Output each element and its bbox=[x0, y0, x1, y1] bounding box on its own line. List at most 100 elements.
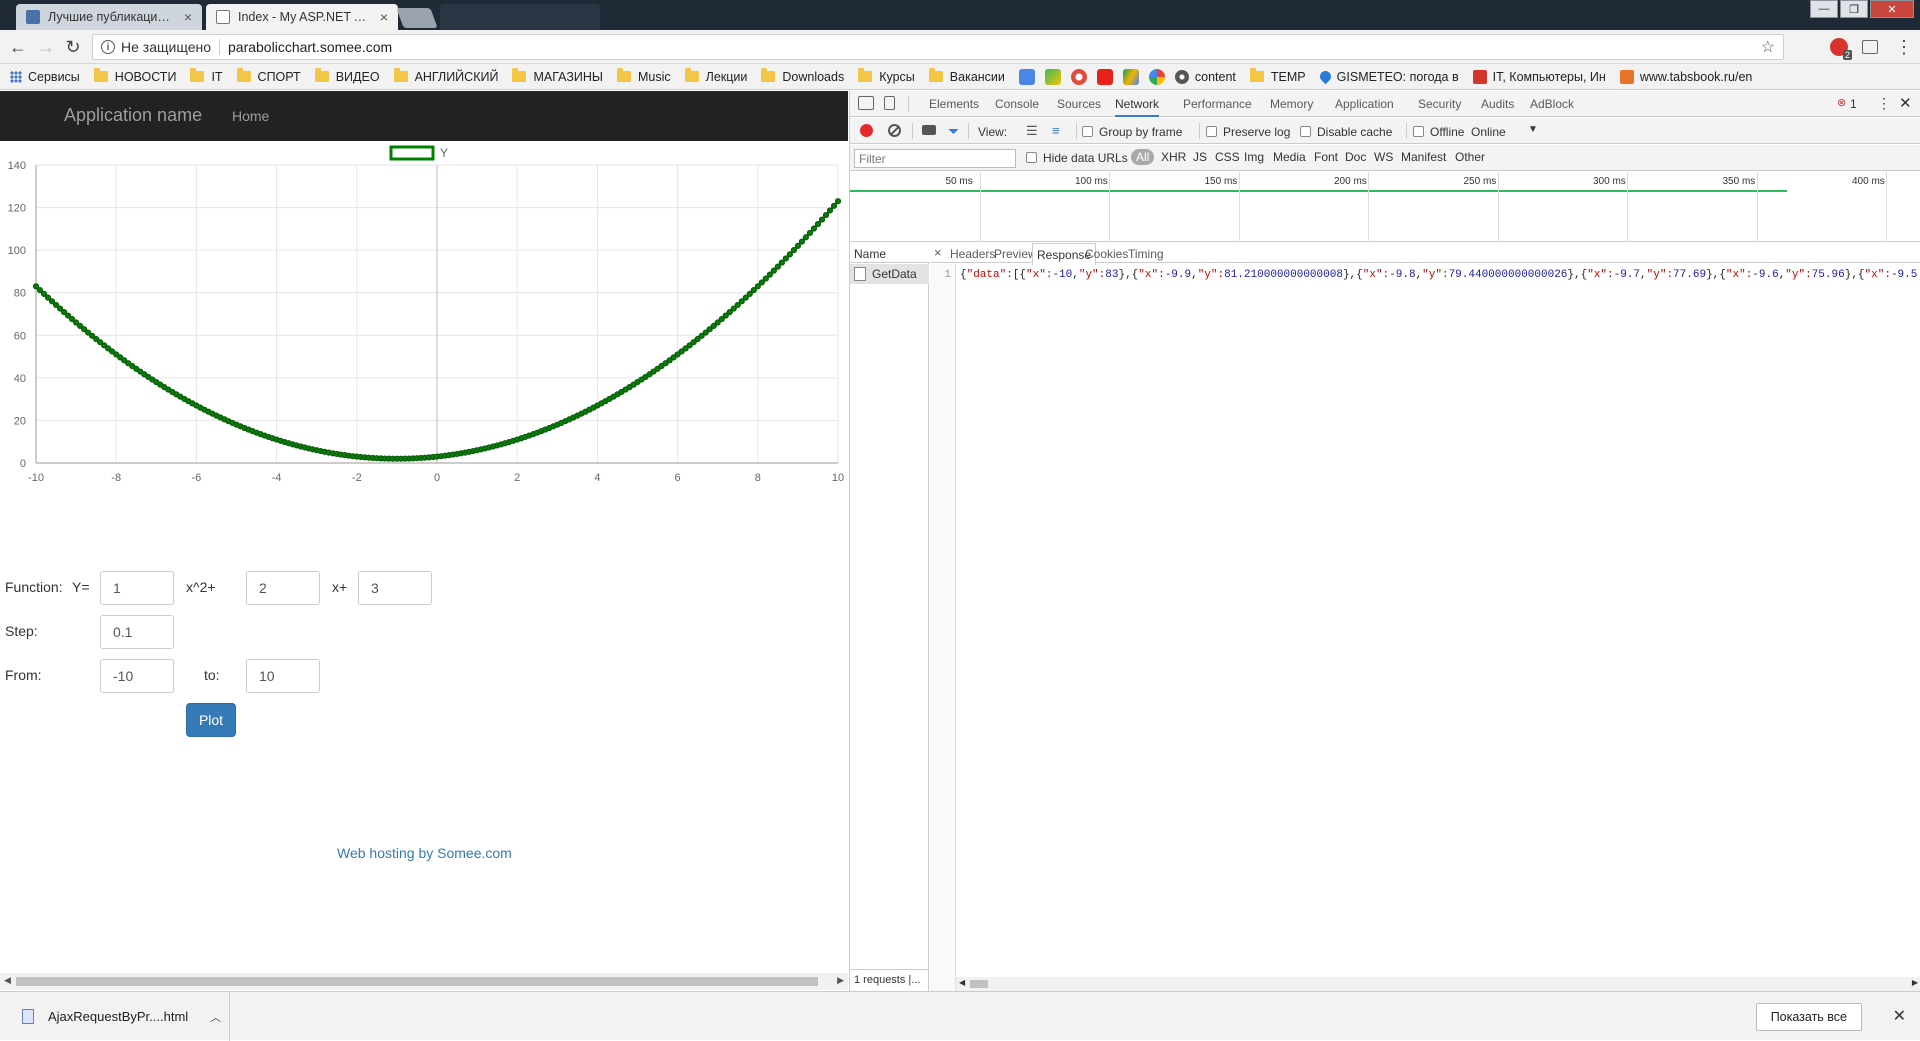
camera-icon[interactable] bbox=[922, 125, 936, 135]
step-input[interactable] bbox=[100, 615, 174, 649]
bookmark-folder-music[interactable]: Music bbox=[616, 68, 671, 84]
restore-icon[interactable]: ❐ bbox=[1840, 0, 1868, 18]
network-timeline-overview[interactable]: 50 ms 100 ms 150 ms 200 ms 250 ms 300 ms 350 m… bbox=[850, 172, 1920, 242]
bookmark-folder-lectures[interactable]: Лекции bbox=[684, 68, 747, 84]
tab-security[interactable]: Security bbox=[1418, 97, 1462, 111]
menu-icon[interactable]: ⋮ bbox=[1895, 36, 1913, 57]
scroll-left-icon[interactable]: ◀ bbox=[959, 978, 966, 987]
from-input[interactable] bbox=[100, 659, 174, 693]
browser-tab-habr[interactable]: Лучшие публикации за × bbox=[16, 4, 202, 30]
bookmark-folder-news[interactable]: НОВОСТИ bbox=[93, 68, 176, 84]
minimize-icon[interactable]: — bbox=[1810, 0, 1838, 18]
to-input[interactable] bbox=[246, 659, 320, 693]
details-close-icon[interactable]: × bbox=[934, 245, 942, 260]
subtab-response[interactable]: Response bbox=[1032, 243, 1097, 265]
filter-type-font[interactable]: Font bbox=[1314, 150, 1339, 164]
youtube-icon[interactable] bbox=[1096, 68, 1113, 85]
filter-type-xhr[interactable]: XHR bbox=[1161, 150, 1187, 164]
tab-console[interactable]: Console bbox=[995, 97, 1040, 111]
chevron-down-icon[interactable]: ▼ bbox=[1528, 124, 1538, 135]
google-icon[interactable] bbox=[1148, 68, 1165, 85]
large-rows-icon[interactable]: ☰ bbox=[1026, 123, 1038, 138]
swirl-icon[interactable] bbox=[1070, 68, 1087, 85]
filter-type-media[interactable]: Media bbox=[1273, 150, 1306, 164]
vector-v-icon[interactable] bbox=[1044, 68, 1061, 85]
subtab-preview[interactable]: Preview bbox=[994, 247, 1037, 261]
devtools-close-icon[interactable]: ✕ bbox=[1899, 95, 1912, 112]
tab-sources[interactable]: Sources bbox=[1057, 97, 1102, 111]
offline-checkbox[interactable]: Offline bbox=[1413, 125, 1464, 139]
bookmark-content[interactable]: content bbox=[1174, 69, 1236, 84]
filter-type-js[interactable]: JS bbox=[1193, 150, 1208, 164]
scrollbar-thumb[interactable] bbox=[970, 980, 988, 988]
throttling-select[interactable]: Online bbox=[1471, 125, 1506, 139]
bookmark-folder-english[interactable]: АНГЛИЙСКИЙ bbox=[393, 68, 498, 84]
reload-icon[interactable]: ↻ bbox=[65, 36, 81, 57]
bookmark-folder-it[interactable]: IT bbox=[190, 68, 223, 84]
translate-icon[interactable] bbox=[1018, 68, 1035, 85]
scroll-right-icon[interactable]: ▶ bbox=[837, 975, 844, 985]
bookmark-folder-vacancies[interactable]: Вакансии bbox=[928, 68, 1005, 84]
tab-adblock[interactable]: AdBlock bbox=[1530, 97, 1575, 111]
tab-elements[interactable]: Elements bbox=[929, 97, 980, 111]
tab-performance[interactable]: Performance bbox=[1183, 97, 1252, 111]
coefficient-a-input[interactable] bbox=[100, 571, 174, 605]
record-icon[interactable] bbox=[860, 124, 873, 137]
filter-type-manifest[interactable]: Manifest bbox=[1401, 150, 1447, 164]
response-body[interactable]: {"data":[{"x":-10,"y":83},{"x":-9.9,"y":… bbox=[960, 269, 1917, 281]
browser-tab-index[interactable]: Index - My ASP.NET App × bbox=[206, 4, 398, 30]
new-tab-button[interactable] bbox=[396, 8, 438, 28]
filter-input[interactable] bbox=[854, 149, 1016, 168]
filter-type-css[interactable]: CSS bbox=[1215, 150, 1240, 164]
tab-memory[interactable]: Memory bbox=[1270, 97, 1314, 111]
tab-audits[interactable]: Audits bbox=[1481, 97, 1515, 111]
close-icon[interactable]: × bbox=[183, 9, 192, 25]
google-drive-icon[interactable] bbox=[1122, 68, 1139, 85]
devtools-menu-icon[interactable]: ⋮ bbox=[1877, 95, 1891, 111]
forward-arrow-icon[interactable]: → bbox=[37, 36, 55, 57]
filter-type-doc[interactable]: Doc bbox=[1345, 150, 1367, 164]
url-text[interactable]: parabolicchart.somee.com bbox=[228, 39, 393, 55]
nav-home-link[interactable]: Home bbox=[232, 108, 270, 124]
address-bar[interactable]: i Не защищено parabolicchart.somee.com ☆ bbox=[92, 34, 1784, 60]
web-hosting-link[interactable]: Web hosting by Somee.com bbox=[337, 845, 512, 861]
disable-cache-checkbox[interactable]: Disable cache bbox=[1300, 125, 1392, 139]
error-icon[interactable]: ⊗ bbox=[1837, 97, 1847, 109]
coefficient-c-input[interactable] bbox=[358, 571, 432, 605]
preserve-log-checkbox[interactable]: Preserve log bbox=[1206, 125, 1290, 139]
chevron-up-icon[interactable]: ︿ bbox=[210, 1011, 222, 1024]
coefficient-b-input[interactable] bbox=[246, 571, 320, 605]
bookmark-services[interactable]: Сервисы bbox=[10, 70, 80, 84]
app-brand-link[interactable]: Application name bbox=[64, 105, 203, 125]
page-horizontal-scrollbar[interactable]: ◀ ▶ bbox=[0, 973, 848, 990]
scroll-right-icon[interactable]: ▶ bbox=[1911, 978, 1918, 987]
device-toolbar-icon[interactable] bbox=[884, 96, 895, 110]
bookmark-folder-downloads[interactable]: Downloads bbox=[761, 68, 844, 84]
subtab-cookies[interactable]: Cookies bbox=[1085, 247, 1129, 261]
tab-network[interactable]: Network bbox=[1115, 97, 1160, 117]
bookmark-folder-temp[interactable]: TEMP bbox=[1249, 68, 1306, 84]
waterfall-icon[interactable]: ≡ bbox=[1052, 123, 1060, 138]
hide-data-urls-checkbox[interactable]: Hide data URLs bbox=[1026, 151, 1128, 165]
back-arrow-icon[interactable]: ← bbox=[9, 36, 27, 57]
bookmark-it-computers[interactable]: IT, Компьютеры, Ин bbox=[1472, 69, 1606, 84]
response-horizontal-scrollbar[interactable]: ◀ ▶ bbox=[956, 977, 1920, 991]
subtab-timing[interactable]: Timing bbox=[1128, 247, 1164, 261]
bookmark-tabsbook[interactable]: www.tabsbook.ru/en bbox=[1619, 69, 1752, 84]
tab-application[interactable]: Application bbox=[1335, 97, 1394, 111]
filter-type-other[interactable]: Other bbox=[1455, 150, 1486, 164]
plot-button[interactable]: Plot bbox=[186, 703, 236, 737]
scroll-left-icon[interactable]: ◀ bbox=[4, 975, 11, 985]
filter-type-img[interactable]: Img bbox=[1244, 150, 1265, 164]
show-all-button[interactable]: Показать все bbox=[1755, 1003, 1862, 1031]
download-item[interactable]: AjaxRequestByPr....html ︿ bbox=[0, 992, 230, 1041]
close-icon[interactable]: × bbox=[379, 9, 388, 25]
bookmark-folder-sport[interactable]: СПОРТ bbox=[236, 68, 301, 84]
filter-type-all[interactable]: All bbox=[1131, 149, 1155, 165]
bookmark-folder-courses[interactable]: Курсы bbox=[858, 68, 915, 84]
clear-icon[interactable] bbox=[888, 124, 901, 137]
name-column-header[interactable]: Name bbox=[850, 243, 929, 263]
bookmark-gismeteo[interactable]: GISMETEO: погода в bbox=[1317, 68, 1459, 85]
bookmark-folder-video[interactable]: ВИДЕО bbox=[314, 68, 380, 84]
subtab-headers[interactable]: Headers bbox=[950, 247, 996, 261]
